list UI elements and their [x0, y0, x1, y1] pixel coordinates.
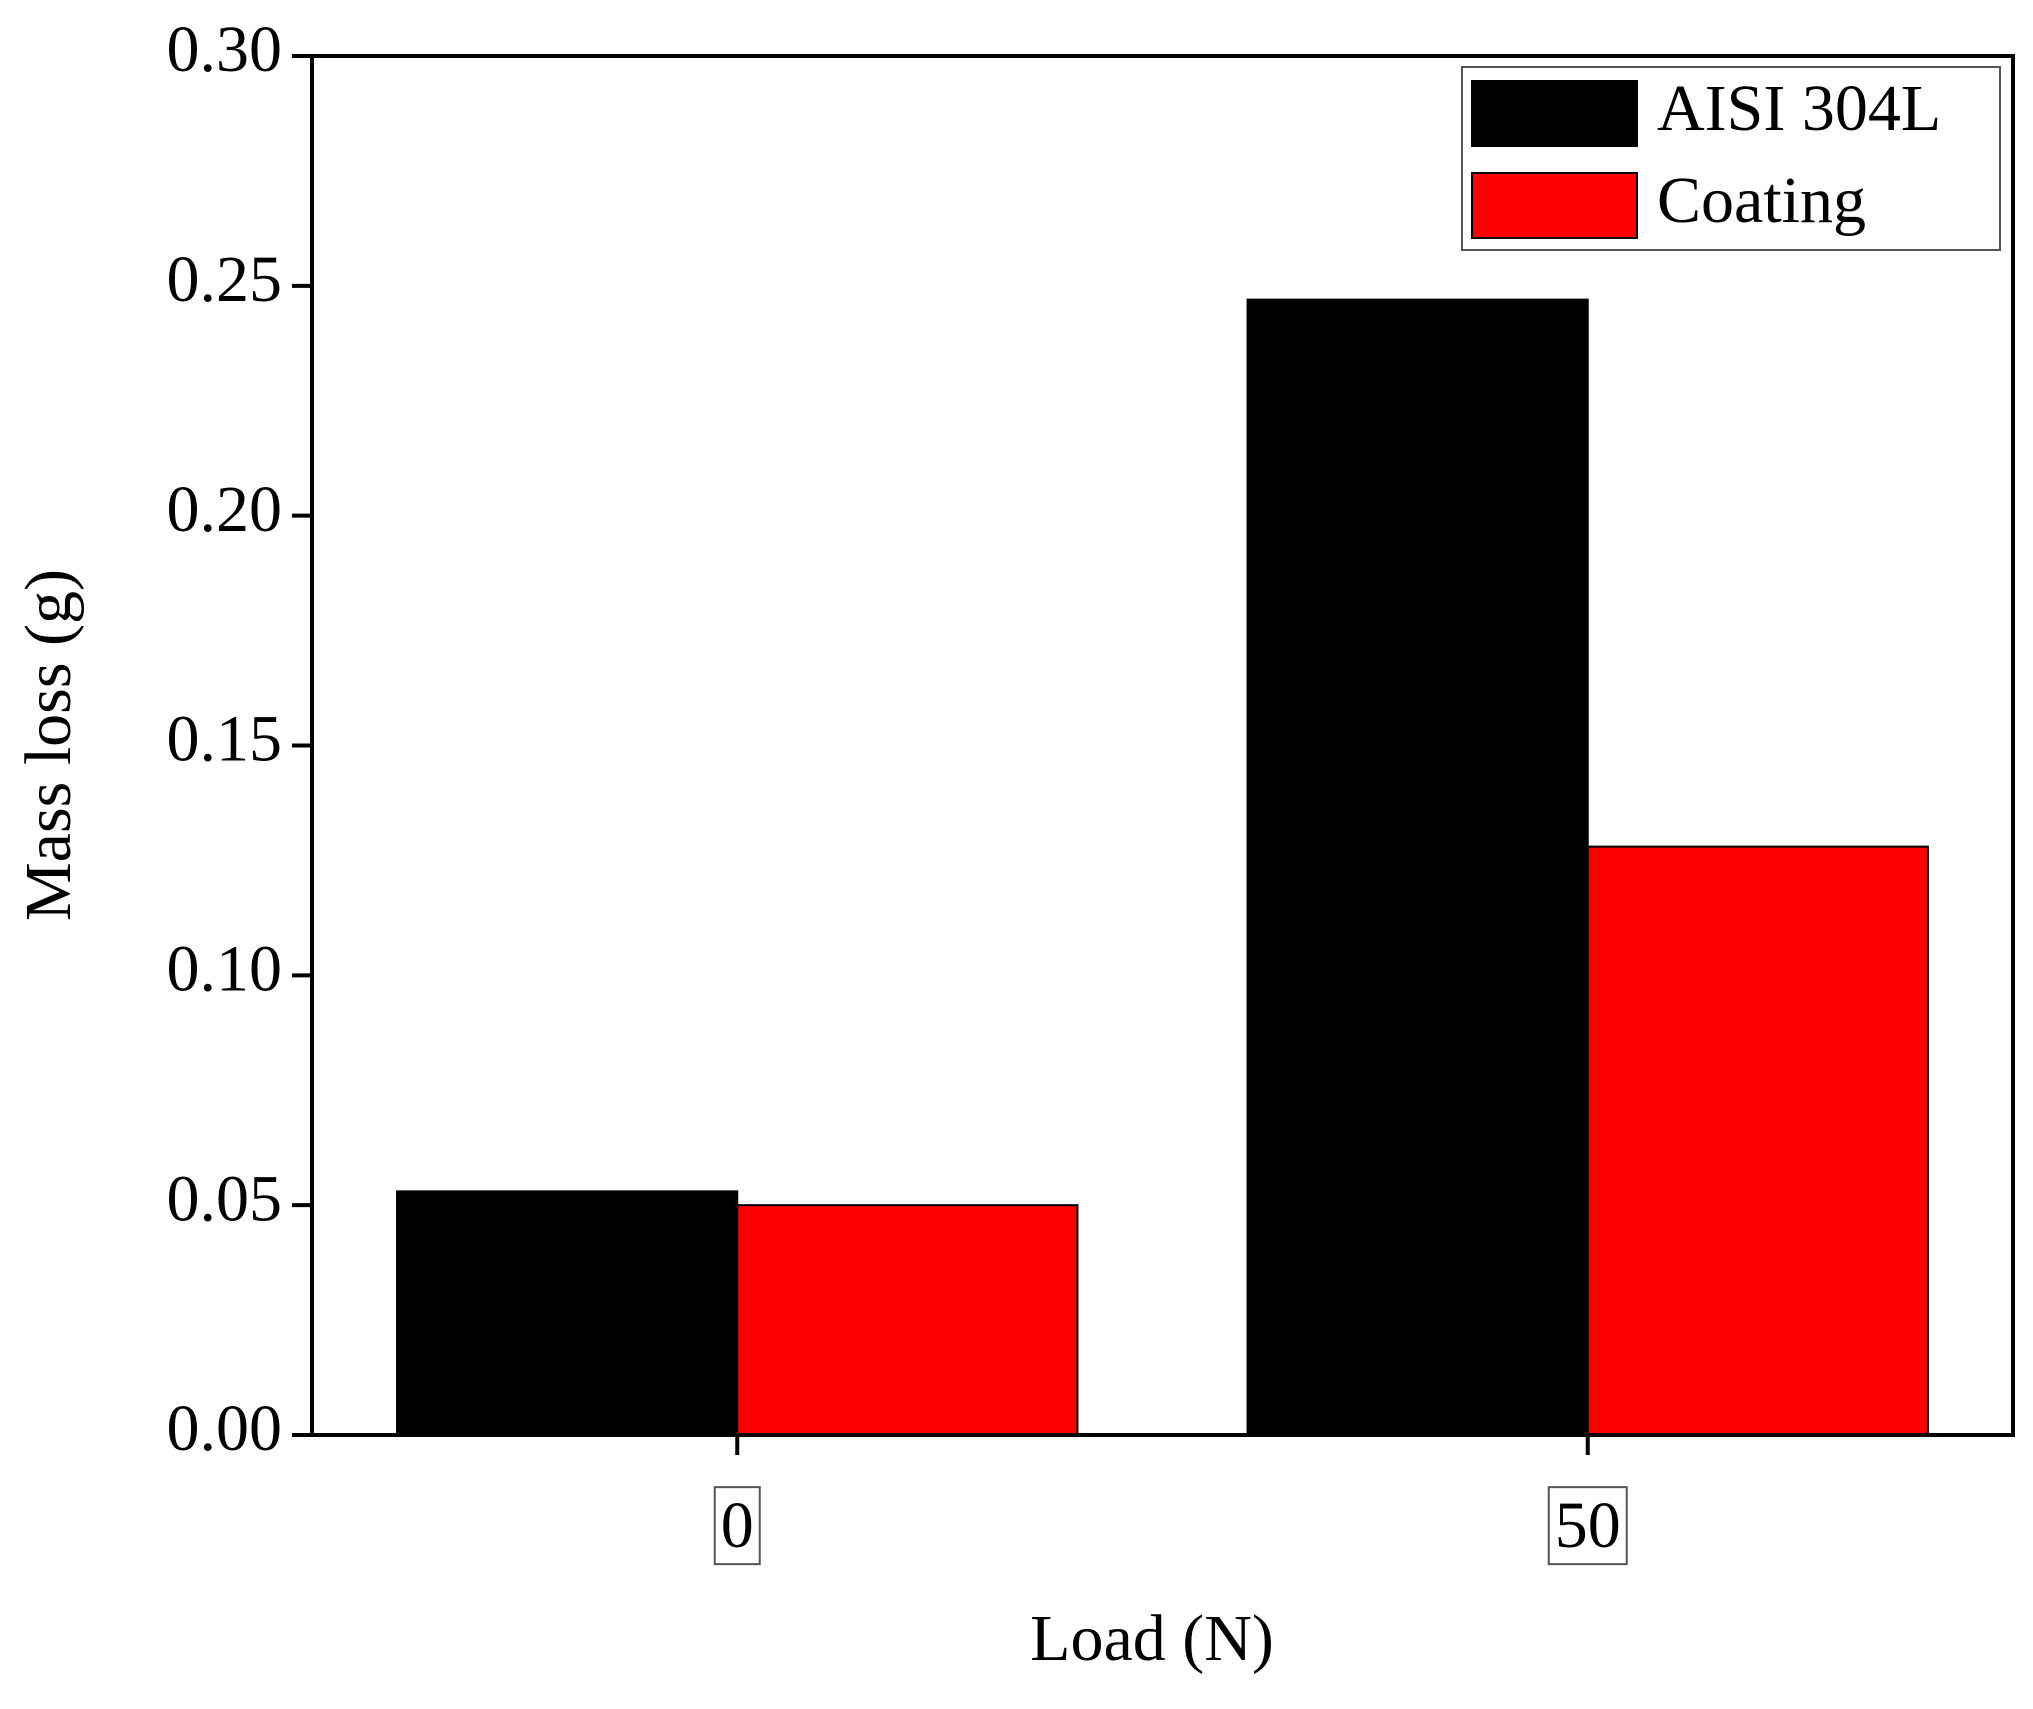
y-axis-title: Mass loss (g)	[12, 569, 85, 921]
x-tick-label: 0	[721, 1489, 754, 1562]
y-tick-label: 0.30	[167, 13, 283, 86]
x-tick-label: 50	[1555, 1489, 1621, 1562]
y-tick-label: 0.25	[167, 243, 283, 316]
legend-swatch	[1471, 80, 1638, 147]
bar	[1586, 845, 1929, 1436]
legend-label: Coating	[1657, 164, 1866, 237]
legend-swatch	[1471, 172, 1638, 239]
y-tick-label: 0.10	[167, 932, 283, 1005]
legend-label: AISI 304L	[1657, 72, 1941, 145]
y-tick-label: 0.00	[167, 1392, 283, 1465]
bar	[1246, 298, 1589, 1437]
y-tick-label: 0.15	[167, 703, 283, 776]
x-axis-title: Load (N)	[1030, 1602, 1274, 1675]
x-tick-label-box	[1547, 1486, 1628, 1566]
y-tick-label: 0.05	[167, 1162, 283, 1235]
bar	[736, 1204, 1079, 1436]
x-tick-label-box	[713, 1486, 761, 1566]
bar	[396, 1190, 739, 1437]
y-tick-label: 0.20	[167, 473, 283, 546]
